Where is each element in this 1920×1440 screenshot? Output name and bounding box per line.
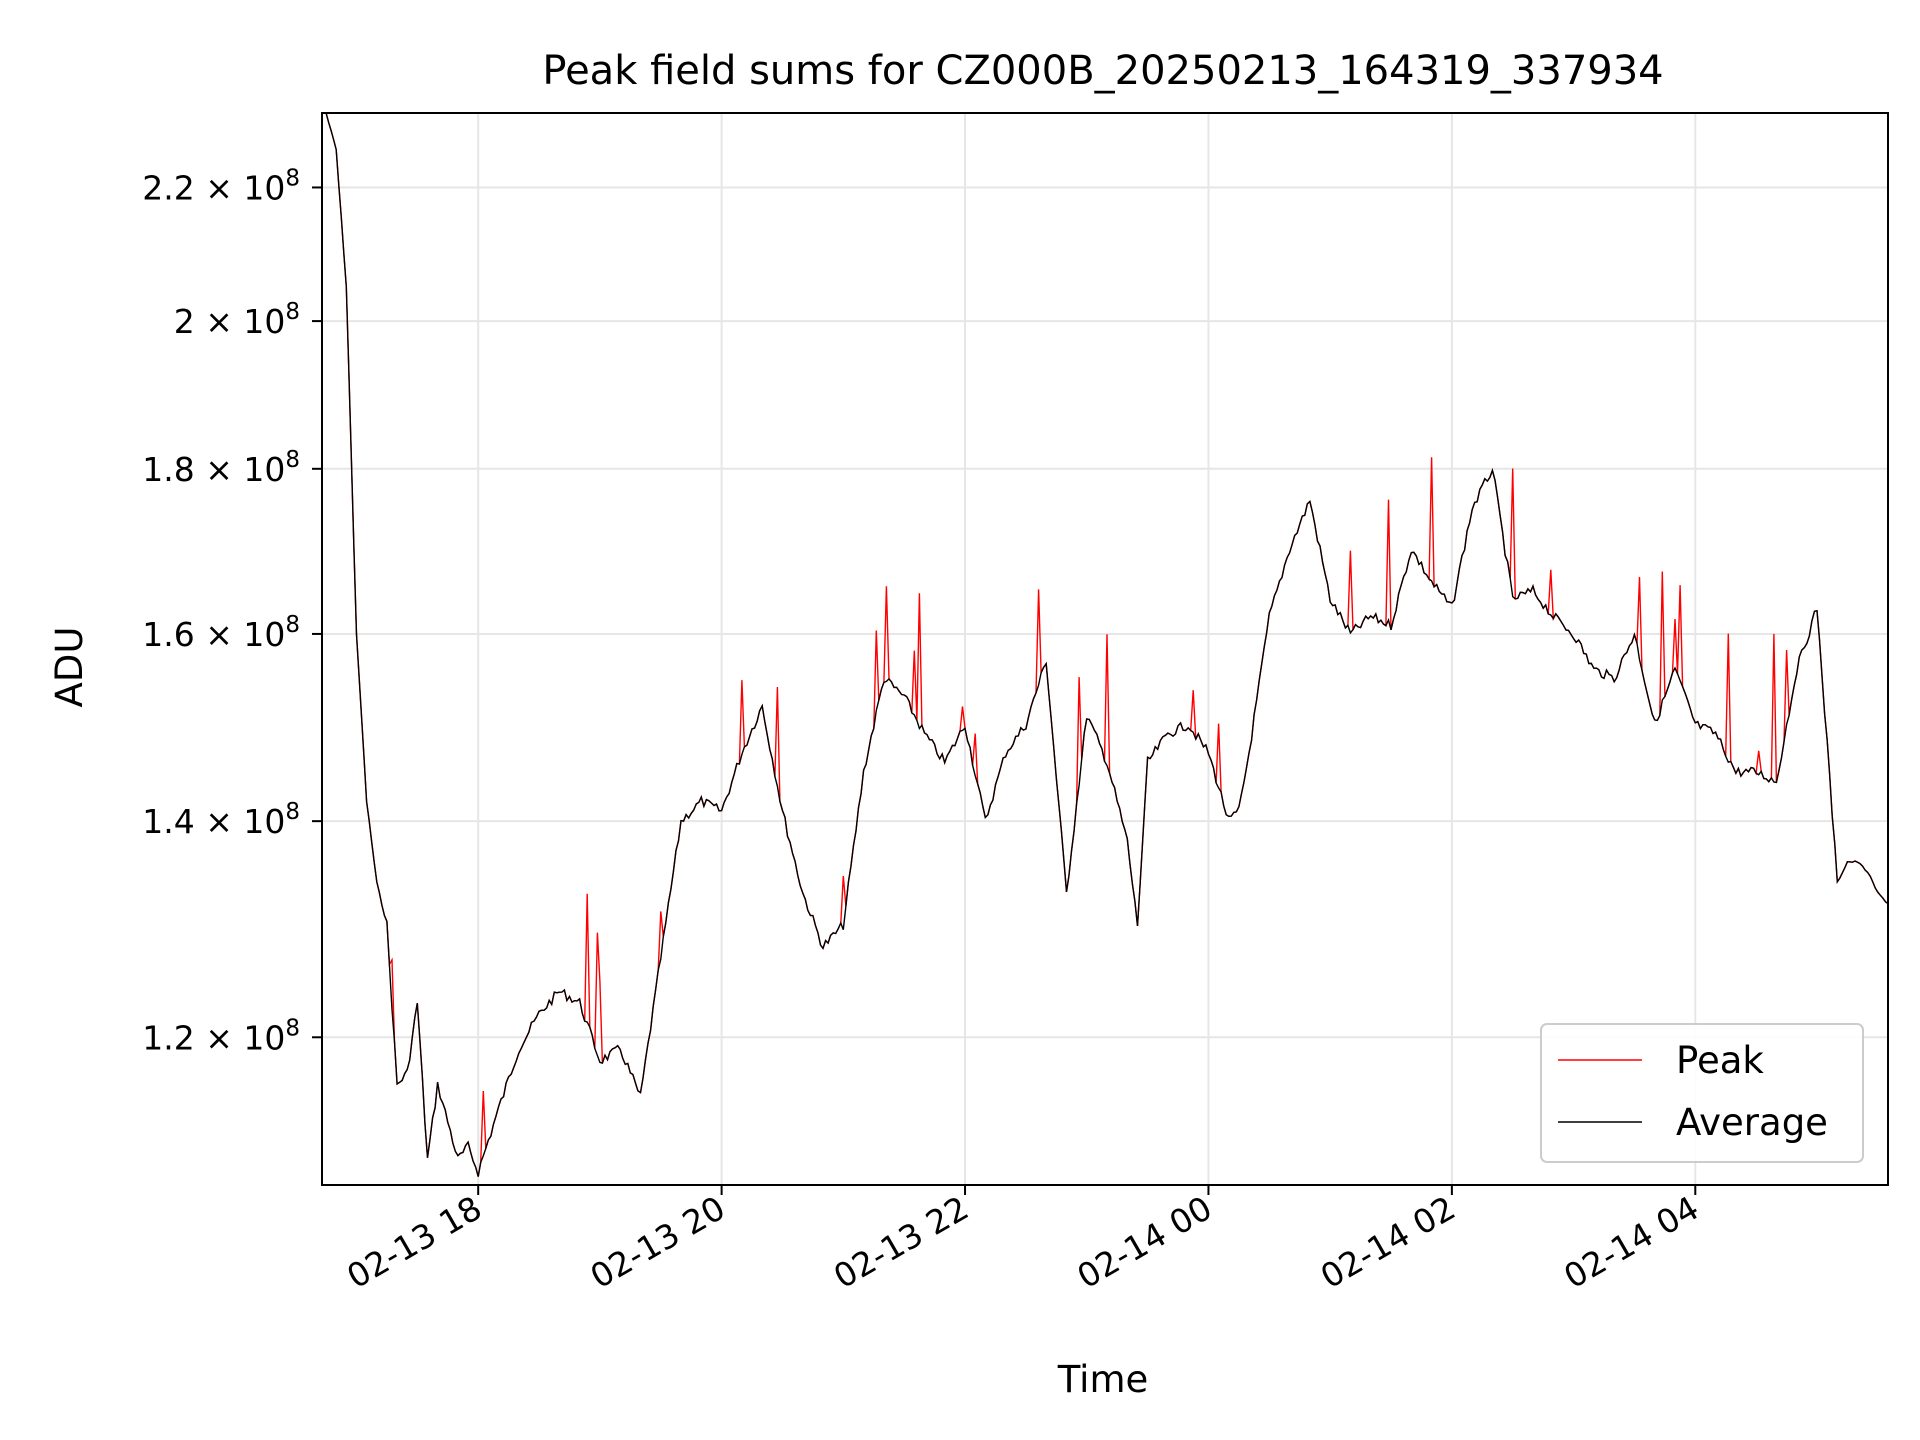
y-tick-label: 2 × 108: [174, 299, 300, 341]
y-tick-label: 1.8 × 108: [142, 447, 300, 489]
grid: [322, 113, 1888, 1185]
y-tick-exponent: 8: [285, 447, 300, 473]
series-average-line: [325, 112, 1889, 1177]
y-tick-exponent: 8: [285, 299, 300, 325]
y-tick-exponent: 8: [285, 612, 300, 638]
legend-box: [1540, 1023, 1864, 1163]
y-tick-exponent: 8: [285, 799, 300, 825]
y-axis-label: ADU: [48, 627, 91, 708]
chart-title: Peak field sums for CZ000B_20250213_1643…: [542, 48, 1663, 94]
legend-label-average: Average: [1676, 1101, 1828, 1144]
y-tick-label: 1.2 × 108: [142, 1015, 300, 1057]
y-tick-mantissa: 1.4: [142, 802, 194, 841]
y-tick-exponent: 8: [285, 165, 300, 191]
x-axis-label: Time: [1057, 1358, 1149, 1401]
legend-label-peak: Peak: [1676, 1039, 1764, 1082]
y-axis: 1.2 × 108 1.4 × 108 1.6 × 108 1.8 × 108 2 × …: [142, 165, 322, 1057]
y-tick-label: 1.4 × 108: [142, 799, 300, 841]
y-tick-mantissa: 1.2: [142, 1018, 194, 1057]
legend: Peak Average: [1540, 1023, 1864, 1163]
y-tick-label: 2.2 × 108: [142, 165, 300, 207]
plot-frame: [321, 112, 1889, 1186]
y-tick-mantissa: 2.2: [142, 168, 194, 207]
y-tick-mantissa: 1.6: [142, 615, 194, 654]
y-tick-label: 1.6 × 108: [142, 612, 300, 654]
y-tick-mantissa: 1.8: [142, 450, 194, 489]
series-layer: [325, 112, 1889, 1177]
y-tick-mantissa: 2: [174, 302, 195, 341]
y-tick-exponent: 8: [285, 1015, 300, 1041]
